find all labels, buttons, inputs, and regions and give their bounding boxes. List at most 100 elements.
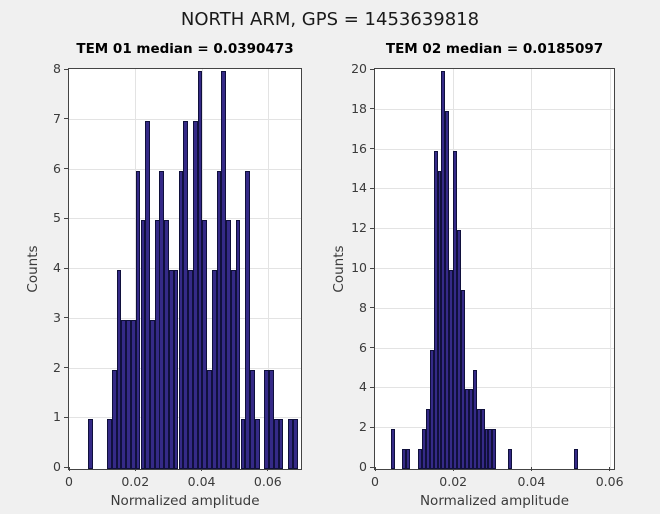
gridline — [375, 268, 614, 269]
histogram-bar — [216, 170, 222, 469]
y-tick-label: 0 — [359, 459, 367, 474]
histogram-bar — [288, 419, 293, 469]
histogram-bar — [230, 270, 236, 469]
histogram-bar — [254, 419, 260, 469]
y-tick-label: 4 — [359, 379, 367, 395]
y-tick-mark — [370, 466, 374, 468]
histogram-bar — [130, 319, 136, 469]
x-tick-label: 0.04 — [187, 474, 216, 489]
y-tick-mark — [370, 386, 374, 388]
histogram-bar — [461, 289, 465, 469]
histogram-bar — [507, 449, 512, 469]
x-tick-label: 0.02 — [439, 474, 468, 489]
gridline — [375, 188, 614, 190]
y-tick-label: 8 — [359, 299, 367, 315]
y-tick-label: 7 — [53, 110, 61, 126]
histogram-bar — [240, 419, 246, 469]
histogram-bar — [226, 220, 232, 469]
histogram-bar — [437, 170, 442, 469]
x-tick-mark — [452, 467, 454, 471]
histogram-bar — [402, 449, 407, 469]
y-tick-label: 0 — [53, 459, 61, 474]
x-tick-label: 0 — [65, 474, 73, 489]
tem02-histogram-plot: TEM 02 median = 0.0185097 Normalized amp… — [331, 41, 624, 509]
y-tick-label: 5 — [53, 210, 61, 226]
gridline — [69, 118, 301, 120]
y-tick-mark — [370, 426, 374, 428]
x-tick-label: 0.02 — [121, 474, 150, 489]
gridline — [609, 69, 611, 469]
y-tick-mark — [370, 187, 374, 189]
histogram-bar — [468, 389, 473, 469]
histogram-bar — [425, 409, 430, 469]
gridline — [375, 387, 614, 389]
gridline — [267, 69, 269, 469]
x-tick-mark — [201, 467, 203, 471]
gridline — [375, 307, 614, 309]
histogram-bar — [135, 170, 141, 469]
y-tick-label: 12 — [351, 220, 367, 236]
tem01-subplot-title: TEM 01 median = 0.0390473 — [76, 41, 294, 57]
x-tick-mark — [134, 467, 136, 471]
histogram-bar — [445, 110, 450, 469]
y-tick-label: 1 — [53, 409, 61, 425]
y-tick-mark — [370, 68, 374, 70]
histogram-bar — [140, 220, 146, 469]
y-tick-mark — [64, 466, 68, 468]
histogram-bar — [183, 120, 189, 469]
histogram-bar — [418, 449, 422, 469]
x-tick-mark — [267, 467, 269, 471]
figure-title: NORTH ARM, GPS = 1453639818 — [180, 9, 480, 30]
histogram-bar — [235, 220, 241, 469]
x-tick-mark — [374, 467, 376, 471]
tem02-xaxis-label: Normalized amplitude — [419, 493, 570, 509]
y-tick-mark — [64, 68, 68, 70]
histogram-bar — [449, 270, 454, 469]
histogram-bar — [164, 220, 170, 469]
histogram-bar — [202, 220, 208, 469]
tem01-histogram-plot: TEM 01 median = 0.0390473 Normalized amp… — [25, 41, 302, 509]
histogram-bar — [269, 369, 274, 469]
histogram-bar — [273, 419, 279, 469]
histogram-bar — [107, 419, 112, 469]
y-tick-mark — [370, 108, 374, 110]
histogram-bar — [453, 150, 458, 469]
y-tick-mark — [370, 307, 374, 309]
y-tick-label: 16 — [351, 140, 367, 156]
histogram-bar — [207, 369, 212, 469]
y-tick-label: 6 — [53, 160, 61, 176]
tem02-subplot-title: TEM 02 median = 0.0185097 — [385, 41, 604, 57]
y-tick-mark — [64, 217, 68, 219]
x-tick-label: 0.06 — [595, 474, 624, 489]
histogram-bar — [188, 270, 193, 469]
y-tick-label: 6 — [359, 339, 367, 355]
histogram-bar — [264, 369, 270, 469]
histogram-bar — [574, 449, 579, 469]
y-tick-label: 2 — [53, 359, 61, 375]
gridline — [375, 347, 614, 349]
histogram-bar — [173, 270, 179, 469]
histogram-bar — [292, 419, 298, 469]
y-tick-label: 20 — [351, 61, 367, 76]
histogram-bar — [441, 71, 446, 469]
histogram-bar — [464, 389, 469, 469]
y-tick-label: 10 — [351, 260, 367, 275]
histogram-bar — [457, 230, 462, 469]
histogram-bar — [88, 419, 93, 469]
y-tick-label: 18 — [351, 100, 367, 116]
x-tick-mark — [68, 467, 70, 471]
histogram-bar — [192, 120, 198, 469]
y-tick-mark — [64, 416, 68, 418]
histogram-bar — [150, 319, 155, 469]
y-tick-mark — [370, 148, 374, 150]
gridline — [375, 108, 614, 110]
histogram-bar — [488, 429, 493, 469]
y-tick-mark — [370, 227, 374, 229]
histogram-bar — [211, 270, 217, 469]
histogram-bar — [476, 409, 481, 469]
histogram-bar — [126, 319, 132, 469]
histogram-bar — [480, 409, 485, 469]
x-tick-label: 0.04 — [517, 474, 546, 489]
histogram-bar — [178, 170, 184, 469]
histogram-bar — [245, 170, 250, 469]
